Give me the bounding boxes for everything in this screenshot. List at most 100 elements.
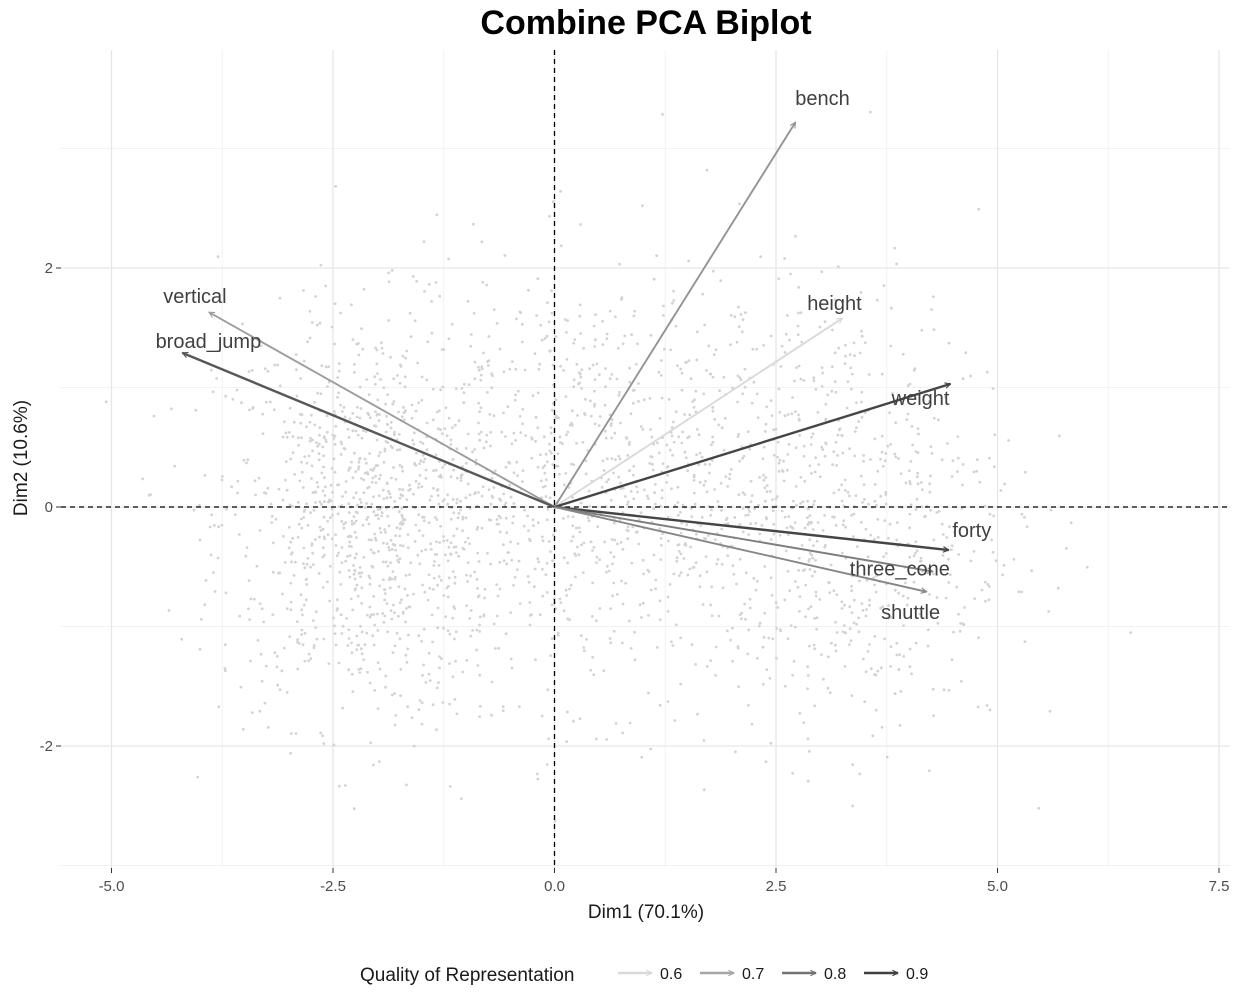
individual-point <box>1069 521 1073 525</box>
individual-point <box>332 457 336 461</box>
individual-point <box>694 663 697 666</box>
individual-point <box>873 437 877 441</box>
individual-point <box>588 399 592 403</box>
individual-point <box>271 570 275 574</box>
individual-point <box>498 347 502 351</box>
individual-point <box>366 670 369 674</box>
individual-point <box>363 471 367 475</box>
individual-point <box>820 385 824 388</box>
individual-point <box>282 646 286 650</box>
individual-point <box>598 415 602 418</box>
individual-point <box>301 613 304 617</box>
individual-point <box>840 551 844 555</box>
individual-point <box>850 694 854 697</box>
individual-point <box>432 564 436 567</box>
individual-point <box>613 431 617 435</box>
individual-point <box>791 499 795 503</box>
individual-point <box>693 502 697 506</box>
individual-point <box>355 405 359 409</box>
individual-point <box>521 422 524 426</box>
individual-point <box>696 712 699 716</box>
individual-point <box>351 429 355 433</box>
individual-point <box>720 509 723 512</box>
individual-point <box>417 401 421 405</box>
individual-point <box>495 518 499 521</box>
individual-point <box>302 289 305 292</box>
individual-point <box>303 631 307 635</box>
individual-point <box>302 510 306 513</box>
individual-point <box>447 257 450 261</box>
individual-point <box>1023 640 1027 643</box>
individual-point <box>584 459 588 463</box>
individual-point <box>427 521 431 524</box>
individual-point <box>946 442 949 445</box>
individual-point <box>1003 482 1006 486</box>
individual-point <box>929 508 932 512</box>
individual-point <box>534 416 538 419</box>
individual-point <box>354 552 358 556</box>
individual-point <box>612 471 615 475</box>
individual-point <box>245 461 249 465</box>
individual-point <box>442 626 445 630</box>
individual-point <box>391 506 395 510</box>
individual-point <box>537 560 540 564</box>
individual-point <box>631 525 635 529</box>
individual-point <box>341 706 344 710</box>
individual-point <box>771 509 775 513</box>
individual-point <box>901 594 905 598</box>
individual-point <box>684 456 688 460</box>
individual-point <box>492 486 496 489</box>
individual-point <box>482 351 485 355</box>
individual-point <box>453 575 457 579</box>
individual-point <box>784 549 788 553</box>
individual-point <box>468 493 472 497</box>
individual-point <box>991 387 995 390</box>
individual-point <box>667 398 671 401</box>
individual-point <box>777 277 781 281</box>
individual-point <box>794 234 797 238</box>
y-tick-label: 0 <box>45 499 53 516</box>
individual-point <box>538 362 541 366</box>
individual-point <box>600 485 604 489</box>
individual-point <box>376 508 380 511</box>
individual-point <box>292 420 296 424</box>
reference-lines <box>61 50 1230 868</box>
individual-point <box>298 642 301 645</box>
individual-point <box>436 626 440 630</box>
individual-point <box>659 504 663 508</box>
individual-point <box>430 548 433 551</box>
individual-point <box>893 402 896 406</box>
individual-point <box>801 569 805 572</box>
individual-point <box>390 617 394 621</box>
individual-point <box>403 587 407 591</box>
individual-point <box>438 541 441 544</box>
individual-point <box>919 556 923 560</box>
individual-point <box>908 526 911 530</box>
arrow-vertical <box>209 311 555 508</box>
individual-point <box>497 522 500 526</box>
individual-point <box>611 594 614 598</box>
individual-point <box>426 598 430 602</box>
individual-point <box>468 507 472 510</box>
individual-point <box>401 522 405 525</box>
individual-point <box>881 605 885 609</box>
individual-point <box>630 333 633 336</box>
individual-point <box>651 462 654 466</box>
individual-point <box>431 387 435 391</box>
individual-point <box>793 521 797 524</box>
individual-point <box>489 430 493 434</box>
individual-point <box>914 450 918 453</box>
individual-point <box>932 328 936 331</box>
individual-point <box>619 481 622 485</box>
individual-point <box>858 579 861 583</box>
individual-point <box>464 540 467 544</box>
individual-point <box>670 487 673 491</box>
individual-point <box>741 457 744 460</box>
individual-point <box>455 501 459 505</box>
individual-point <box>595 619 598 623</box>
individual-point <box>848 627 852 631</box>
arrow-weight <box>554 384 951 509</box>
individual-point <box>389 496 392 499</box>
individual-point <box>578 717 582 720</box>
individual-point <box>518 414 522 418</box>
